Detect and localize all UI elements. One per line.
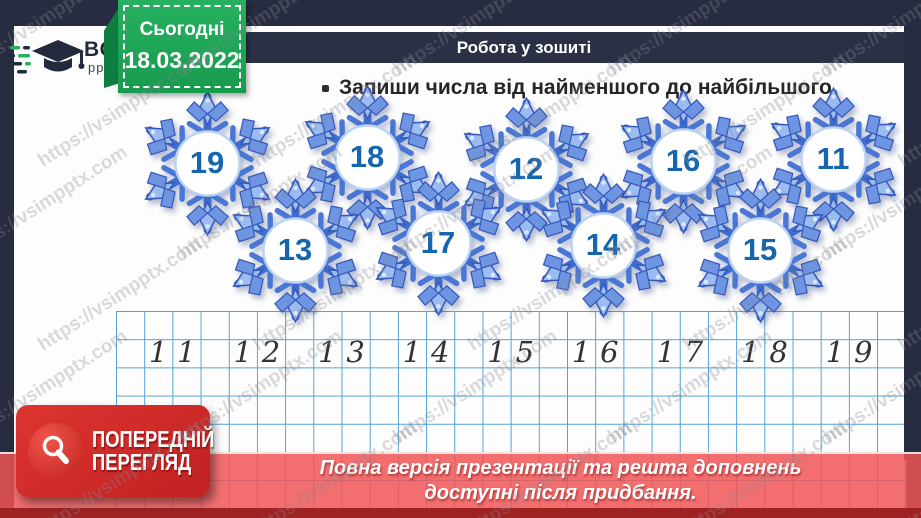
task-line: Запиши числа від найменшого до найбільшо… bbox=[322, 76, 838, 100]
snowflake-number: 14 bbox=[585, 227, 621, 262]
handwritten-digit: 4 bbox=[430, 335, 450, 369]
brand-logo: BCIM pptx bbox=[8, 34, 139, 86]
bottom-strip bbox=[0, 508, 921, 518]
preview-badge-line1: ПОПЕРЕДНІЙ bbox=[92, 426, 215, 452]
snowflake-number: 19 bbox=[189, 145, 225, 180]
snowflake-13: 13 bbox=[223, 178, 368, 323]
magnifier-circle bbox=[28, 423, 84, 479]
handwritten-digit: 5 bbox=[515, 335, 535, 369]
handwritten-digit: 9 bbox=[853, 335, 873, 369]
handwritten-digit: 1 bbox=[402, 335, 422, 369]
purchase-banner-line1: Повна версія презентації та решта доповн… bbox=[319, 457, 802, 479]
handwritten-digit: 1 bbox=[825, 335, 845, 369]
snowflake-18: 18 bbox=[295, 85, 440, 230]
bullet-icon bbox=[322, 85, 329, 92]
handwritten-digit: 1 bbox=[656, 335, 676, 369]
snowflake-15: 15 bbox=[688, 178, 833, 323]
handwritten-digit: 1 bbox=[177, 335, 196, 369]
handwritten-digit: 2 bbox=[261, 335, 281, 369]
handwritten-digit: 1 bbox=[487, 335, 506, 369]
right-frame bbox=[904, 0, 921, 460]
snowflake-19: 19 bbox=[135, 91, 280, 236]
purchase-banner-line2: доступні після придбання. bbox=[424, 482, 697, 504]
snowflake-number: 16 bbox=[665, 143, 701, 178]
snowflake-11: 11 bbox=[761, 87, 906, 232]
handwritten-digit: 1 bbox=[318, 335, 337, 369]
magnifier-icon bbox=[42, 435, 69, 464]
date-badge-fold bbox=[104, 6, 120, 88]
preview-badge: ПОПЕРЕДНІЙ ПЕРЕГЛЯД bbox=[16, 405, 214, 497]
handwritten-digit: 1 bbox=[571, 335, 591, 369]
task-text: Запиши числа від найменшого до найбільшо… bbox=[339, 76, 838, 99]
handwritten-digit: 6 bbox=[600, 335, 619, 369]
date-badge: Сьогодні 18.03.2022 bbox=[118, 0, 246, 93]
handwritten-digit: 3 bbox=[346, 335, 365, 369]
purchase-banner: Повна версія презентації та решта доповн… bbox=[0, 452, 921, 508]
snowflake-number: 15 bbox=[742, 232, 778, 267]
preview-badge-line2: ПЕРЕГЛЯД bbox=[92, 449, 192, 475]
snowflake-number: 11 bbox=[816, 141, 850, 176]
snowflake-number: 17 bbox=[420, 225, 456, 260]
slide-title-bar: Робота у зошиті bbox=[140, 30, 908, 65]
date-badge-date: 18.03.2022 bbox=[124, 47, 240, 73]
snowflake-16: 16 bbox=[611, 89, 756, 234]
handwritten-digit: 7 bbox=[684, 335, 704, 369]
snowflake-17: 17 bbox=[366, 171, 511, 316]
slide-title: Робота у зошиті bbox=[456, 37, 592, 57]
snowflake-number: 18 bbox=[349, 139, 385, 174]
snowflake-12: 12 bbox=[454, 97, 599, 242]
handwritten-digit: 1 bbox=[148, 335, 168, 369]
handwritten-digit: 8 bbox=[769, 335, 788, 369]
graduation-cap-icon bbox=[8, 40, 85, 74]
handwritten-digit: 1 bbox=[741, 335, 760, 369]
date-badge-label: Сьогодні bbox=[139, 19, 225, 40]
snowflake-14: 14 bbox=[531, 173, 676, 318]
snowflake-number: 13 bbox=[277, 232, 313, 267]
snowflake-number: 12 bbox=[508, 151, 544, 186]
handwritten-digit: 1 bbox=[233, 335, 253, 369]
